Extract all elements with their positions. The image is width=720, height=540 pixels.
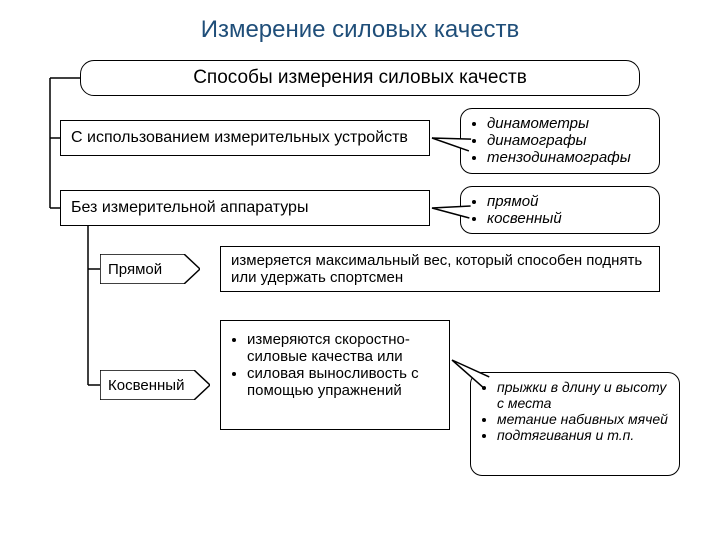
- sub1-box-text: измеряется максимальный вес, который спо…: [231, 252, 649, 286]
- branch-a-box: С использованием измерительных устройств: [60, 120, 430, 156]
- callout-c-item: прыжки в длину и высоту с места: [497, 379, 669, 411]
- sub1-arrow: Прямой: [100, 254, 200, 284]
- callout-c-item: метание набивных мячей: [497, 411, 669, 427]
- callout-b-item: косвенный: [487, 210, 649, 227]
- sub2-box-item: измеряются скоростно-силовые качества ил…: [247, 331, 439, 365]
- callout-a-item: динамометры: [487, 115, 649, 132]
- branch-b-box: Без измерительной аппаратуры: [60, 190, 430, 226]
- callout-a-item: тензодинамографы: [487, 149, 649, 166]
- sub2-box-item: силовая выносливость с помощью упражнени…: [247, 365, 439, 399]
- callout-c: прыжки в длину и высоту с места метание …: [470, 372, 680, 476]
- sub2-arrow: Косвенный: [100, 370, 210, 400]
- root-box-text: Способы измерения силовых качеств: [193, 67, 527, 89]
- branch-a-text: С использованием измерительных устройств: [71, 129, 408, 147]
- callout-c-item: подтягивания и т.п.: [497, 427, 669, 443]
- callout-a-item: динамографы: [487, 132, 649, 149]
- sub2-box: измеряются скоростно-силовые качества ил…: [220, 320, 450, 430]
- sub1-box: измеряется максимальный вес, который спо…: [220, 246, 660, 292]
- callout-b: прямой косвенный: [460, 186, 660, 234]
- callout-b-item: прямой: [487, 193, 649, 210]
- branch-b-text: Без измерительной аппаратуры: [71, 199, 308, 217]
- sub1-arrow-text: Прямой: [108, 261, 162, 278]
- page-title: Измерение силовых качеств: [0, 16, 720, 44]
- callout-a: динамометры динамографы тензодинамографы: [460, 108, 660, 174]
- sub2-arrow-text: Косвенный: [108, 377, 184, 394]
- root-box: Способы измерения силовых качеств: [80, 60, 640, 96]
